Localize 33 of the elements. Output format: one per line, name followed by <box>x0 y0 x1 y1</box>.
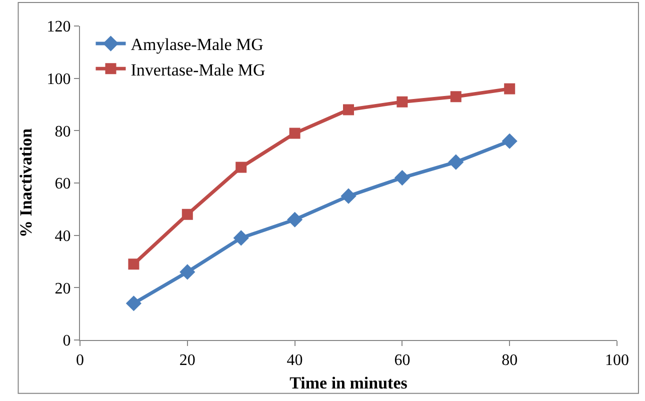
point <box>287 212 303 228</box>
point <box>236 162 247 173</box>
point <box>394 170 410 186</box>
x-tick-label: 0 <box>76 352 84 370</box>
legend-label: Invertase-Male MG <box>130 60 266 80</box>
y-axis-title: % Inactivation <box>16 128 36 238</box>
x-tick-label: 40 <box>286 352 303 370</box>
point <box>502 133 518 149</box>
point <box>180 264 196 280</box>
point <box>343 104 354 116</box>
point <box>233 230 249 246</box>
y-tick-label: 100 <box>46 70 71 88</box>
point <box>448 154 464 170</box>
x-tick-label: 20 <box>179 352 196 370</box>
point <box>182 208 193 220</box>
point <box>504 83 516 94</box>
y-tick-label: 40 <box>54 228 71 245</box>
y-tick-label: 0 <box>62 332 71 350</box>
x-tick-label: 80 <box>502 352 518 370</box>
point <box>128 258 140 270</box>
point <box>340 188 356 204</box>
y-tick-label: 60 <box>54 176 71 193</box>
y-tick-label: 120 <box>46 18 71 36</box>
point <box>450 91 462 102</box>
y-tick-label: 20 <box>54 280 71 298</box>
x-tick-label: 100 <box>605 352 629 370</box>
x-axis-title: Time in minutes <box>290 374 408 393</box>
x-tick-label: 60 <box>394 352 410 370</box>
y-tick-label: 80 <box>54 123 71 140</box>
point <box>126 296 142 312</box>
legend-label: Amylase-Male MG <box>130 35 264 54</box>
point <box>396 96 408 108</box>
point <box>289 128 300 139</box>
